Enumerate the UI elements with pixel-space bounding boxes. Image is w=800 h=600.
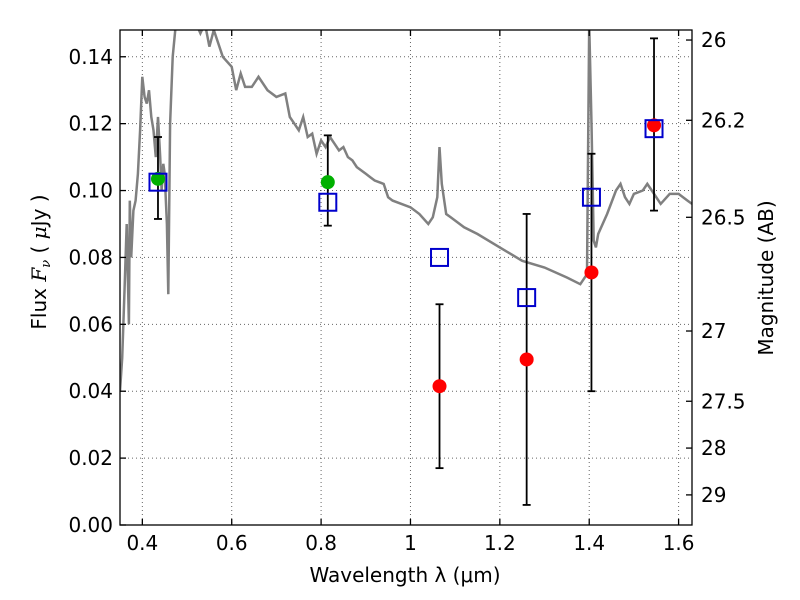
green-data-point [150, 171, 165, 186]
y-tick-label: 0.04 [68, 379, 113, 403]
x-tick-label: 0.4 [126, 531, 158, 555]
red-data-point [584, 265, 599, 280]
x-axis-label: Wavelength λ (μm) [309, 563, 500, 587]
y2-tick-label: 28 [701, 436, 726, 460]
y2-tick-label: 27 [701, 319, 726, 343]
y-tick-label: 0.10 [68, 179, 113, 203]
right-axis-label: Magnitude (AB) [754, 200, 778, 355]
plot-area [120, 30, 692, 506]
grid [120, 30, 692, 526]
model-square-marker [517, 288, 537, 308]
y-tick-label: 0.08 [68, 245, 113, 269]
y-tick-label: 0.02 [68, 446, 113, 470]
y2-tick-label: 26 [701, 28, 726, 52]
y-axis-label: Flux Fν ( μJy ) [27, 194, 54, 329]
red-data-point [519, 352, 534, 367]
x-tick-label: 1.4 [573, 531, 605, 555]
plot-frame [119, 29, 693, 526]
y-tick-label: 0.06 [68, 312, 113, 336]
model-square-marker [148, 172, 168, 192]
y2-tick-label: 26.2 [701, 108, 746, 132]
y-tick-label: 0.00 [68, 513, 113, 537]
x-tick-label: 0.8 [305, 531, 337, 555]
y2-tick-label: 29 [701, 483, 726, 507]
model-square-marker [318, 192, 338, 212]
red-data-point [432, 379, 447, 394]
model-square-marker [581, 187, 601, 207]
x-tick-label: 0.6 [216, 531, 248, 555]
model-spectrum-line [120, 30, 692, 392]
y-tick-label: 0.14 [68, 45, 113, 69]
model-square-marker [430, 247, 450, 267]
x-tick-label: 1.2 [484, 531, 516, 555]
x-tick-label: 1.6 [663, 531, 695, 555]
y2-tick-label: 27.5 [701, 389, 746, 413]
axes: 0.4 0.6 0.8 1 1.2 1.4 1.6 0.00 0.02 0.04 0.06 0.08 0… [68, 28, 745, 555]
y2-tick-label: 26.5 [701, 205, 746, 229]
x-tick-label: 1 [404, 531, 417, 555]
model-square-marker [644, 119, 664, 139]
green-data-point [320, 175, 335, 190]
red-data-point [647, 118, 662, 133]
y-tick-label: 0.12 [68, 112, 113, 136]
